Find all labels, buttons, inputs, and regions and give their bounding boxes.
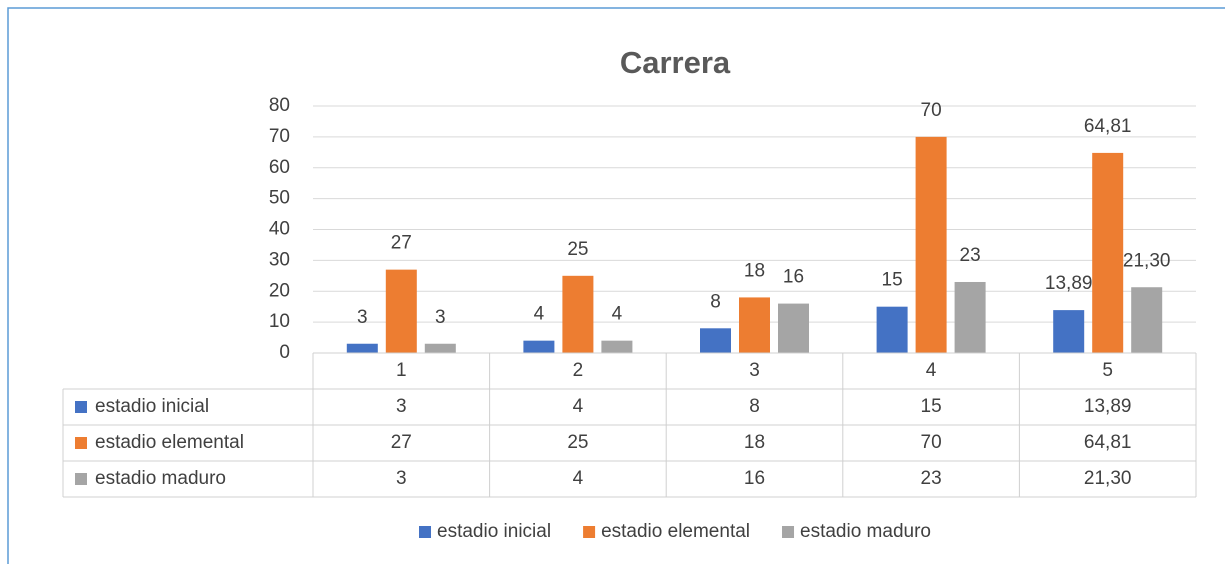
bar (601, 340, 633, 353)
bar (424, 343, 456, 353)
table-cell: 8 (749, 396, 760, 417)
chart-title: Carrera (620, 45, 731, 80)
table-legend-swatch (75, 473, 87, 485)
table-series-name: estadio inicial (95, 396, 209, 417)
bar (523, 340, 555, 353)
legend-swatch (583, 526, 596, 538)
bar (1053, 310, 1085, 353)
data-label: 25 (567, 239, 588, 260)
y-tick-label: 60 (269, 157, 290, 178)
x-tick-label: 2 (573, 360, 584, 381)
chart-frame (7, 7, 1225, 564)
x-tick-label: 1 (396, 360, 407, 381)
table-cell: 21,30 (1084, 468, 1132, 489)
bar (1092, 152, 1124, 353)
table-legend-swatch (75, 437, 87, 449)
table-cell: 4 (573, 468, 584, 489)
bar (385, 269, 417, 353)
data-label: 3 (435, 307, 446, 328)
bar (954, 281, 986, 353)
bar (346, 343, 378, 353)
table-legend-swatch (75, 401, 87, 413)
legend-swatch (782, 526, 795, 538)
x-tick-label: 5 (1102, 360, 1113, 381)
bar (1131, 287, 1163, 353)
data-label: 8 (710, 291, 721, 312)
bar (562, 275, 594, 353)
table-cell: 25 (567, 432, 588, 453)
bar (739, 297, 770, 353)
bar (915, 136, 947, 353)
table-cell: 13,89 (1084, 396, 1132, 417)
legend-swatch (419, 526, 432, 538)
table-cell: 3 (396, 468, 407, 489)
table-cell: 4 (573, 396, 584, 417)
table-cell: 64,81 (1084, 432, 1132, 453)
x-tick-label: 3 (749, 360, 760, 381)
table-cell: 18 (744, 432, 765, 453)
y-tick-label: 0 (279, 342, 290, 363)
y-tick-label: 70 (269, 126, 290, 147)
y-tick-label: 10 (269, 311, 290, 332)
table-cell: 70 (921, 432, 942, 453)
data-label: 64,81 (1084, 116, 1132, 137)
data-label: 16 (783, 267, 804, 288)
y-tick-label: 40 (269, 219, 290, 240)
legend-label: estadio inicial (437, 521, 551, 542)
table-cell: 23 (921, 468, 942, 489)
table-series-name: estadio elemental (95, 432, 244, 453)
data-label: 4 (534, 304, 545, 325)
y-tick-label: 20 (269, 280, 290, 301)
table-cell: 3 (396, 396, 407, 417)
data-label: 4 (612, 304, 623, 325)
y-tick-label: 80 (269, 95, 290, 116)
table-cell: 16 (744, 468, 765, 489)
data-label: 18 (744, 260, 765, 281)
y-tick-label: 30 (269, 249, 290, 270)
x-tick-label: 4 (926, 360, 937, 381)
data-label: 15 (882, 270, 903, 291)
legend-label: estadio maduro (800, 521, 931, 542)
data-label: 21,30 (1123, 250, 1171, 271)
table-cell: 27 (391, 432, 412, 453)
legend-label: estadio elemental (601, 521, 750, 542)
data-label: 70 (921, 100, 942, 121)
data-label: 27 (391, 233, 412, 254)
table-cell: 15 (921, 396, 942, 417)
bar (876, 306, 908, 353)
data-label: 23 (960, 245, 981, 266)
bar (700, 328, 731, 353)
table-series-name: estadio maduro (95, 468, 226, 489)
y-tick-label: 50 (269, 188, 290, 209)
data-label: 3 (357, 307, 368, 328)
data-label: 13,89 (1045, 273, 1093, 294)
bar (778, 303, 809, 353)
